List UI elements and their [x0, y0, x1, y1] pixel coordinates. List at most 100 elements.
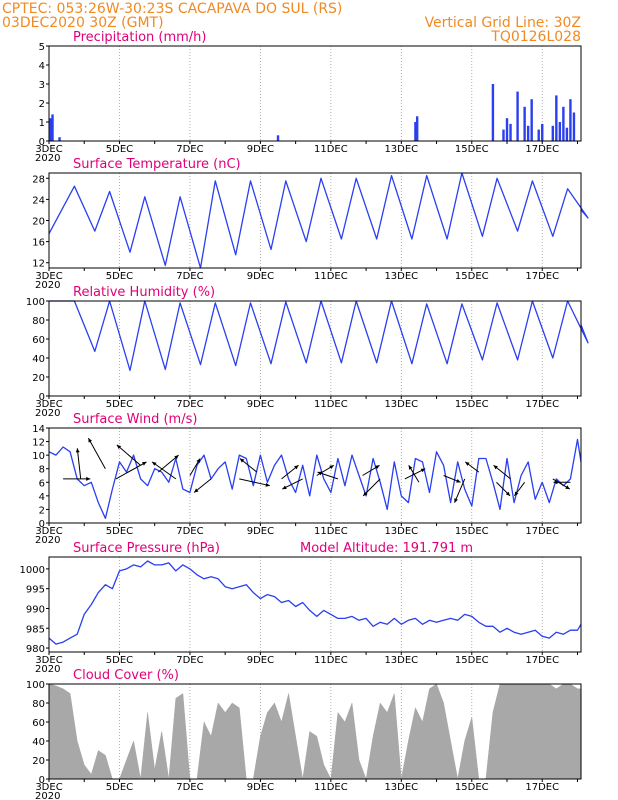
wind-arrowhead	[456, 479, 461, 483]
wind-vector	[115, 461, 147, 480]
x-tick-label: 15DEC	[455, 144, 489, 155]
x-year-label: 2020	[35, 791, 60, 800]
y-tick-label: 985	[26, 624, 45, 635]
precip-bar	[541, 123, 544, 141]
x-tick-label: 7DEC	[176, 655, 203, 666]
y-tick-label: 12	[32, 259, 45, 270]
precip-bar	[491, 84, 495, 141]
x-year-label: 2020	[35, 280, 60, 291]
x-tick-label: 9DEC	[247, 144, 274, 155]
panel-title: Surface Wind (m/s)	[73, 412, 197, 427]
panel-temp: Surface Temperature (nC) 12 16 20 24 28 3DEC 5D…	[32, 157, 589, 291]
y-tick-label: 20	[32, 373, 45, 384]
x-tick-label: 15DEC	[455, 399, 489, 410]
x-tick-label: 5DEC	[106, 782, 133, 793]
x-tick-label: 17DEC	[525, 144, 559, 155]
precip-bar	[572, 112, 576, 141]
x-tick-label: 7DEC	[176, 399, 203, 410]
wind-arrowhead	[86, 476, 91, 481]
panel-precip: Precipitation (mm/h) 0 1 2 3 4 5 3DEC 5DEC 7DEC 9D…	[35, 30, 582, 164]
precip-bar	[555, 95, 558, 141]
y-tick-label: 24	[32, 195, 45, 206]
x-tick-label: 7DEC	[176, 144, 203, 155]
y-tick-label: 100	[26, 680, 45, 691]
x-tick-label: 13DEC	[384, 399, 418, 410]
y-tick-label: 1	[39, 118, 45, 129]
wind-arrowhead	[239, 458, 245, 463]
wind-vector	[87, 437, 106, 469]
precip-bar	[537, 129, 540, 141]
header-date: 03DEC2020 30Z (GMT)	[2, 15, 164, 31]
x-tick-label: 13DEC	[384, 271, 418, 282]
precip-bar	[565, 127, 569, 141]
panel-frame	[48, 300, 582, 397]
wind-line	[48, 438, 582, 519]
wind-arrowhead	[465, 461, 470, 466]
x-tick-label: 15DEC	[455, 271, 489, 282]
header-grid-line: Vertical Grid Line: 30Z	[425, 15, 581, 31]
x-tick-label: 11DEC	[314, 655, 348, 666]
y-tick-label: 6	[39, 478, 45, 489]
x-tick-label: 3DEC	[35, 782, 62, 793]
x-tick-label: 11DEC	[314, 526, 348, 537]
panel-rh: Relative Humidity (%) 0 20 40 60 80 100 3DEC 5DE…	[26, 285, 589, 419]
y-tick-label: 1000	[20, 565, 45, 576]
x-tick-label: 9DEC	[247, 271, 274, 282]
x-tick-label: 5DEC	[106, 526, 133, 537]
y-tick-label: 80	[32, 699, 45, 710]
y-tick-label: 40	[32, 354, 45, 365]
y-tick-label: 60	[32, 718, 45, 729]
x-tick-label: 11DEC	[314, 399, 348, 410]
y-tick-label: 28	[32, 174, 45, 185]
y-tick-label: 10	[32, 451, 45, 462]
y-tick-label: 60	[32, 335, 45, 346]
x-tick-label: 17DEC	[525, 782, 559, 793]
precip-bar	[502, 129, 505, 141]
wind-arrowhead	[194, 488, 199, 493]
y-tick-label: 14	[32, 424, 45, 435]
precip-bar	[414, 122, 417, 141]
x-year-label: 2020	[35, 535, 60, 546]
y-tick-label: 4	[39, 61, 45, 72]
wind-arrowhead	[514, 491, 519, 496]
wind-arrowhead	[294, 465, 299, 470]
wind-vector	[239, 478, 270, 487]
x-tick-label: 9DEC	[247, 782, 274, 793]
x-tick-label: 17DEC	[525, 399, 559, 410]
panel-frame	[48, 45, 582, 142]
precip-bar	[516, 91, 519, 141]
precip-bar	[551, 125, 555, 141]
x-tick-label: 13DEC	[384, 782, 418, 793]
precip-bar	[58, 137, 61, 141]
header-station: CPTEC: 053:26W-30:23S CACAPAVA DO SUL (R…	[2, 1, 342, 17]
x-tick-label: 5DEC	[106, 144, 133, 155]
y-tick-label: 980	[26, 644, 45, 655]
x-tick-label: 17DEC	[525, 526, 559, 537]
x-tick-label: 9DEC	[247, 526, 274, 537]
x-tick-label: 7DEC	[176, 271, 203, 282]
x-tick-label: 3DEC	[35, 144, 62, 155]
wind-arrowhead	[116, 444, 122, 449]
precip-bar	[509, 123, 512, 141]
precip-bar	[51, 114, 54, 141]
x-tick-label: 7DEC	[176, 526, 203, 537]
y-tick-label: 995	[26, 585, 45, 596]
x-tick-label: 5DEC	[106, 271, 133, 282]
y-tick-label: 0	[39, 519, 45, 530]
x-tick-label: 17DEC	[525, 271, 559, 282]
y-tick-label: 5	[39, 42, 45, 53]
wind-arrowhead	[75, 448, 80, 453]
wind-arrowhead	[420, 468, 426, 473]
y-tick-label: 2	[39, 505, 45, 516]
wind-arrowhead	[317, 471, 322, 476]
wind-arrowhead	[553, 480, 558, 485]
wind-arrowhead	[282, 485, 287, 490]
y-tick-label: 0	[39, 775, 45, 786]
y-tick-label: 3	[39, 80, 45, 91]
x-year-label: 2020	[35, 153, 60, 164]
panel-frame	[48, 556, 582, 653]
panel-title: Relative Humidity (%)	[73, 285, 215, 300]
temp-line	[48, 172, 589, 269]
wind-arrowhead	[565, 485, 570, 490]
x-tick-label: 15DEC	[455, 526, 489, 537]
